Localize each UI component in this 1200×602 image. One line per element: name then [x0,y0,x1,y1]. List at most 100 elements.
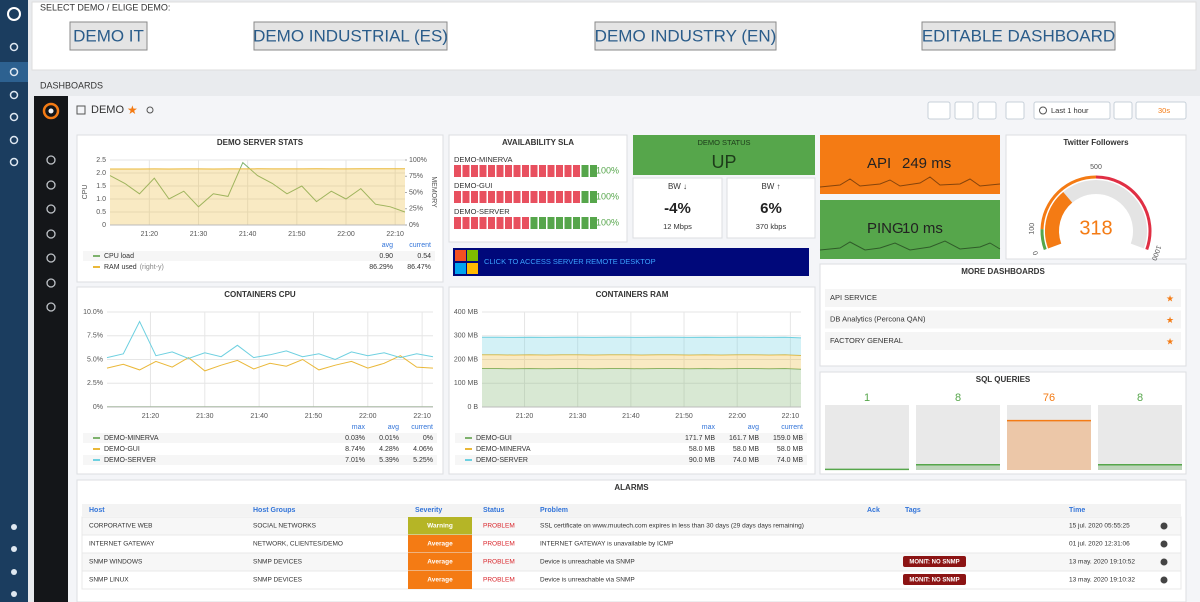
legend-stat: 0% [423,435,433,442]
share-icon[interactable] [146,106,154,114]
info-icon[interactable] [1160,540,1168,548]
legend-stat: 8.74% [345,446,365,453]
legend-label[interactable]: DEMO-GUI [476,435,512,442]
y2-tick-label: 75% [409,173,423,180]
sidebar-icon[interactable] [9,157,19,167]
remote-bg[interactable] [453,248,809,276]
bw-title: BW ↑ [761,182,780,191]
legend-stat: 5.25% [413,457,433,464]
button-label[interactable]: DEMO INDUSTRIAL (ES) [253,26,448,45]
y-tick-label: 2.5% [87,380,103,387]
sidebar-icon[interactable] [9,135,19,145]
stat-box [1098,405,1182,470]
legend-stat: 4.28% [379,446,399,453]
refresh-picker[interactable] [1135,101,1187,120]
legend-row-bg [83,251,435,261]
sidebar-icon[interactable] [9,90,19,100]
sidebar-icon[interactable] [9,67,19,77]
sla-panel: AVAILABILITY SLA DEMO-MINERVA 100% DEMO-GUI… [448,134,628,243]
dashboard-link[interactable]: FACTORY GENERAL [830,336,903,345]
twitter-panel: Twitter Followers 0 100 500 1000 318 [1005,134,1187,261]
sla-block [513,165,521,177]
sla-block [479,217,487,229]
refresh-interval[interactable]: 30s [1158,106,1170,115]
legend-label[interactable]: DEMO-GUI [104,446,140,453]
y2-axis-label: MEMORY [430,176,437,208]
x-tick-label: 21:20 [142,413,160,420]
link-row[interactable] [825,310,1181,329]
bw-value: 6% [760,200,782,217]
info-icon[interactable] [1160,522,1168,530]
link-row[interactable] [825,332,1181,350]
nav-icon[interactable] [46,253,56,263]
button-label[interactable]: EDITABLE DASHBOARD [922,26,1115,45]
toolbar-button[interactable] [977,101,997,120]
legend-row-bg [83,455,437,465]
remote-desktop-link[interactable]: CLICK TO ACCESS SERVER REMOTE DESKTOP [453,248,809,276]
button-bg[interactable] [69,21,148,51]
button-bg[interactable] [921,21,1116,51]
nav-icon[interactable] [46,278,56,288]
remote-text[interactable]: CLICK TO ACCESS SERVER REMOTE DESKTOP [484,257,656,266]
series-line [109,161,406,213]
legend-label[interactable]: DEMO-SERVER [476,457,528,464]
alarms-panel: ALARMS Host Host Groups Severity Status Probl… [76,479,1187,602]
status-panel: DEMO STATUS UP [633,135,815,175]
gauge-band [1040,229,1047,250]
sidebar-icon[interactable] [9,42,19,52]
info-icon[interactable] [1160,576,1168,584]
bw-value: -4% [664,200,691,217]
info-icon[interactable] [1160,558,1168,566]
button-label[interactable]: DEMO IT [73,26,144,45]
favorite-star[interactable]: ★ [127,103,138,117]
legend-header: current [411,424,433,431]
sidebar-icon[interactable] [11,524,17,530]
legend-label[interactable]: CPU load [104,253,134,260]
panel-title: Twitter Followers [1063,138,1129,147]
y2-tick-label: 50% [409,189,423,196]
button-bg[interactable] [594,21,777,51]
legend-label[interactable]: DEMO-SERVER [104,457,156,464]
sidebar-icon[interactable] [11,546,17,552]
time-picker[interactable] [1033,101,1111,120]
nav-icon[interactable] [46,155,56,165]
legend-stat: 171.7 MB [685,435,715,442]
time-range[interactable]: Last 1 hour [1051,106,1089,115]
panel-title: DEMO SERVER STATS [217,138,304,147]
sla-block [564,217,572,229]
button-bg[interactable] [253,21,448,51]
demo-button[interactable]: EDITABLE DASHBOARD [921,21,1116,51]
sidebar-icon[interactable] [11,569,17,575]
toolbar-button[interactable] [1113,101,1133,120]
dashboard-link[interactable]: DB Analytics (Percona QAN) [830,314,926,323]
sidebar-icon[interactable] [11,591,17,597]
demo-button[interactable]: DEMO INDUSTRIAL (ES) [253,21,448,51]
x-tick-label: 21:30 [196,413,214,420]
nav-icon[interactable] [46,204,56,214]
nav-icon[interactable] [46,302,56,312]
demo-button[interactable]: DEMO INDUSTRY (EN) [594,21,777,51]
link-row[interactable] [825,289,1181,307]
toolbar-button[interactable] [927,101,951,120]
nav-icon[interactable] [46,229,56,239]
toolbar-button[interactable] [954,101,974,120]
sidebar-icon[interactable] [9,112,19,122]
nav-icon[interactable] [46,180,56,190]
button-label[interactable]: DEMO INDUSTRY (EN) [595,26,777,45]
dashboard-link[interactable]: API SERVICE [830,293,877,302]
column-header: Host [89,507,105,514]
selector-label: SELECT DEMO / ELIGE DEMO: [40,2,170,12]
cell-time: 01 jul. 2020 12:31:06 [1069,541,1130,548]
sla-block [547,165,555,177]
sla-block [496,191,504,203]
legend-label[interactable]: DEMO-MINERVA [104,435,159,442]
cell-status: PROBLEM [483,559,515,566]
stat-value: 76 [1043,392,1055,404]
legend-label[interactable]: DEMO-MINERVA [476,446,531,453]
demo-button[interactable]: DEMO IT [69,21,148,51]
toolbar-button[interactable] [1005,101,1025,120]
sla-block [564,165,572,177]
x-tick-label: 21:40 [250,413,268,420]
cell-severity: Average [427,541,453,548]
legend-label[interactable]: RAM used [104,264,137,271]
